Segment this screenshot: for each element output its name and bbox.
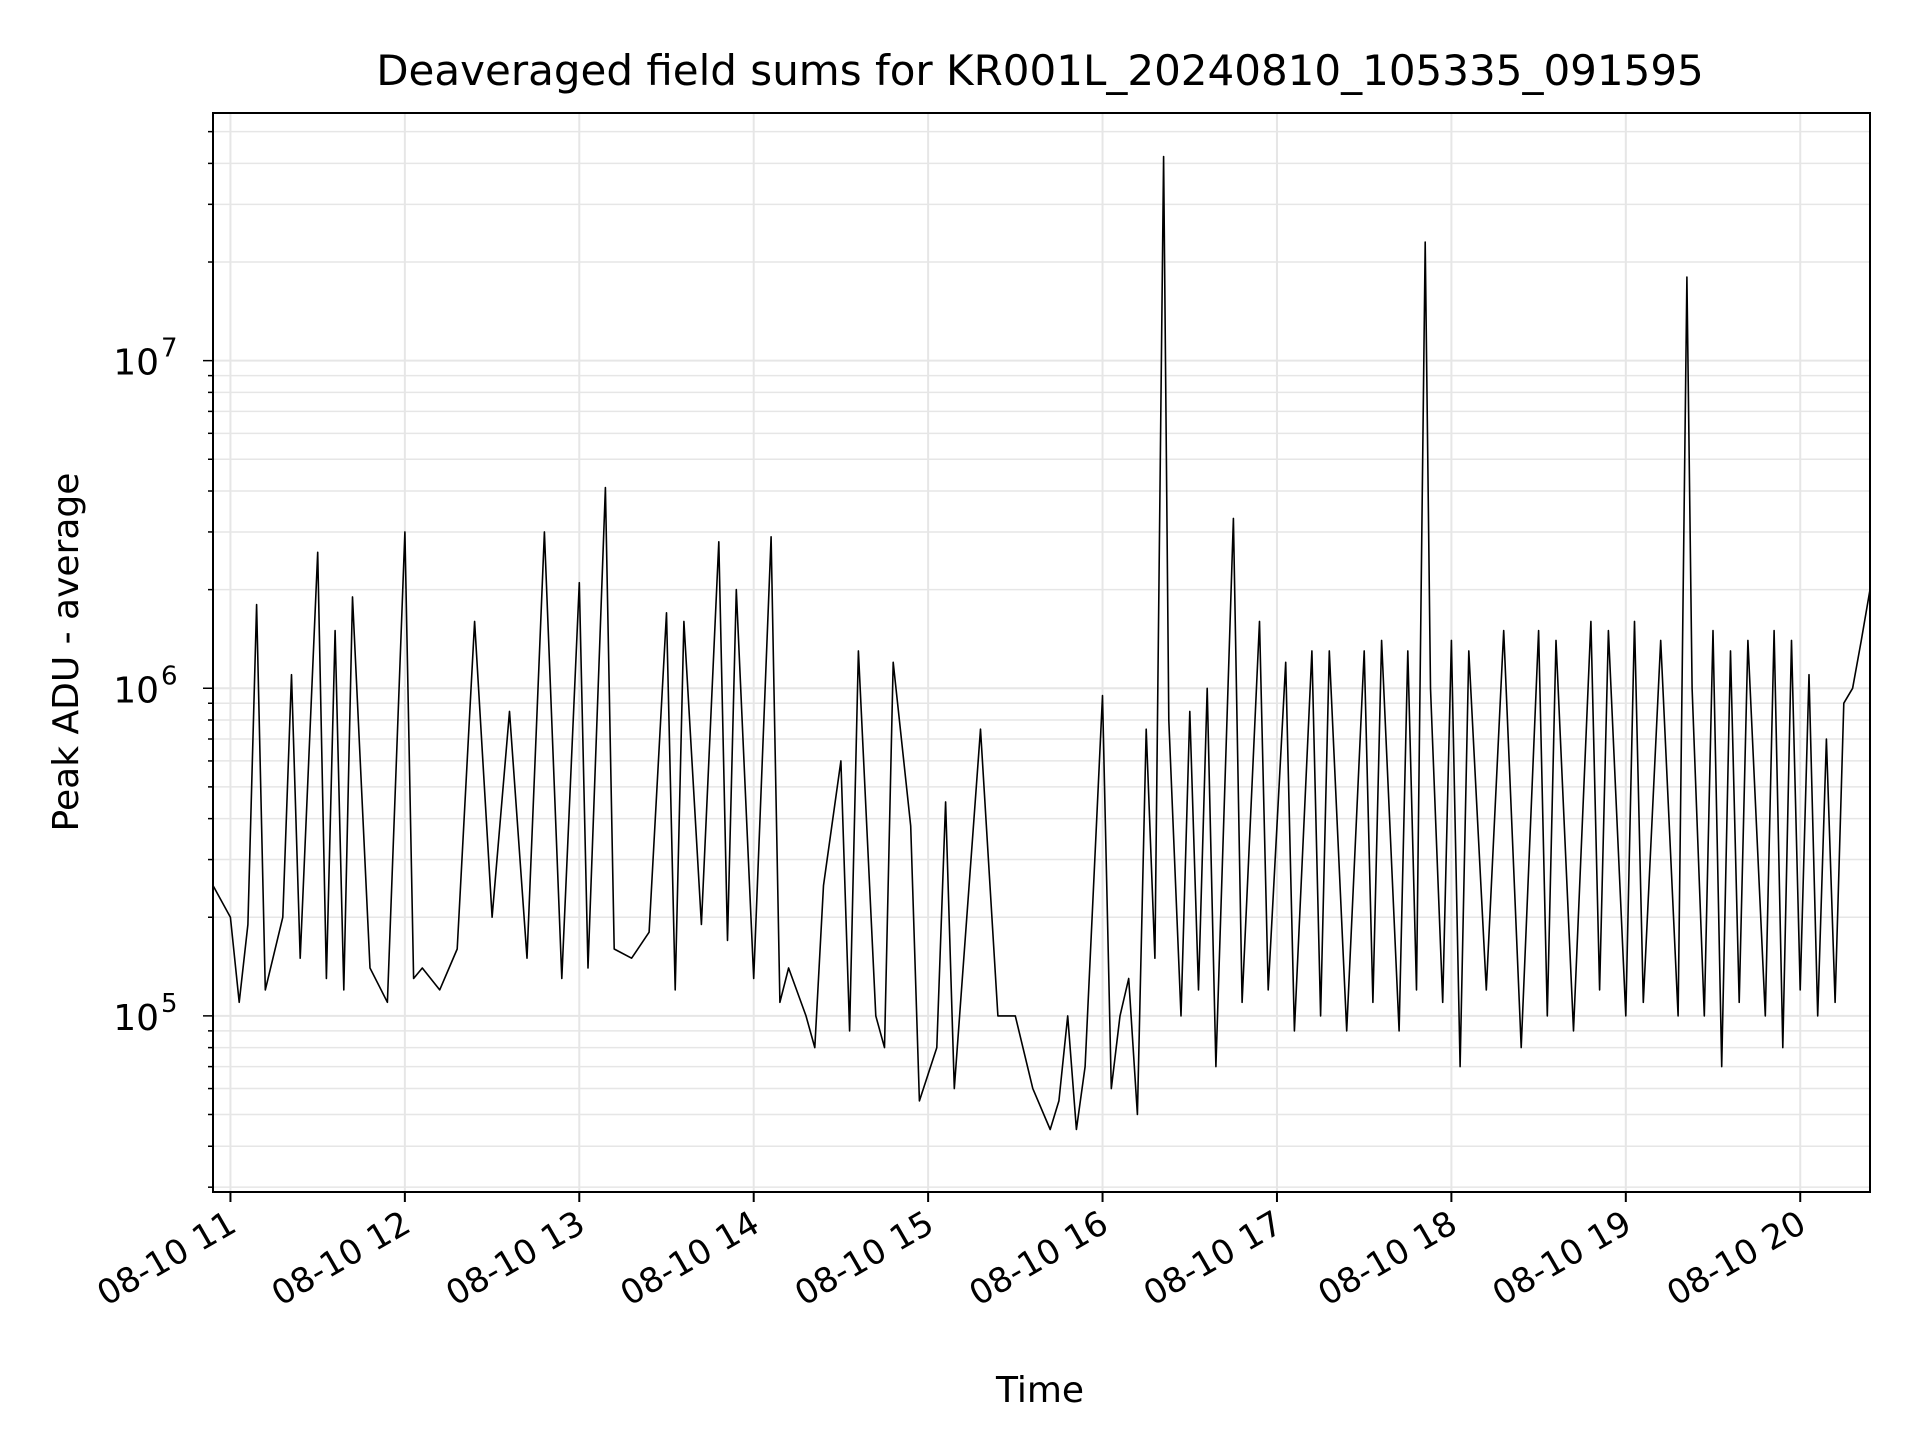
- plot-area: [212, 155, 1871, 1131]
- series-line: [212, 155, 1871, 1131]
- grid: [213, 113, 1870, 1192]
- plot-frame: [212, 112, 1871, 1193]
- y-axis-label: Peak ADU - average: [46, 473, 87, 832]
- x-axis-label: Time: [995, 1370, 1084, 1411]
- y-tick-label: 10: [113, 343, 159, 384]
- y-tick-label: 10: [113, 998, 159, 1039]
- y-tick-label-exponent: 6: [161, 661, 178, 691]
- y-tick-label-exponent: 7: [161, 334, 178, 364]
- chart-title: Deaveraged field sums for KR001L_2024081…: [376, 46, 1704, 95]
- y-tick-label-exponent: 5: [161, 989, 178, 1019]
- y-tick-label: 10: [113, 670, 159, 711]
